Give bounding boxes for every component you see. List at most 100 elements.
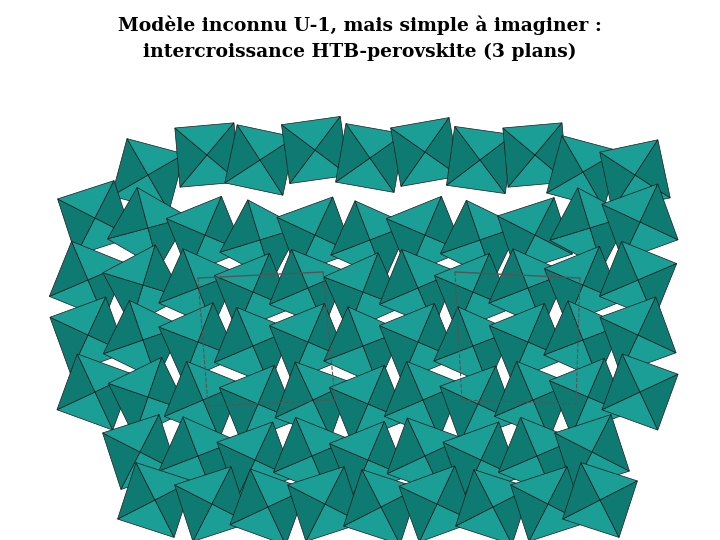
Polygon shape — [107, 228, 159, 268]
Polygon shape — [600, 140, 658, 175]
Polygon shape — [50, 318, 88, 373]
Polygon shape — [324, 277, 363, 331]
Polygon shape — [546, 172, 604, 208]
Polygon shape — [348, 292, 402, 331]
Polygon shape — [164, 400, 220, 438]
Polygon shape — [282, 117, 341, 150]
Polygon shape — [528, 303, 567, 359]
Polygon shape — [640, 184, 678, 240]
Polygon shape — [612, 175, 670, 210]
Polygon shape — [324, 346, 378, 385]
Polygon shape — [287, 485, 325, 540]
Polygon shape — [434, 253, 490, 292]
Polygon shape — [103, 245, 156, 285]
Polygon shape — [343, 507, 400, 540]
Polygon shape — [583, 151, 619, 208]
Polygon shape — [600, 481, 637, 537]
Polygon shape — [248, 200, 300, 240]
Polygon shape — [135, 397, 188, 437]
Polygon shape — [159, 456, 213, 495]
Polygon shape — [544, 340, 598, 379]
Polygon shape — [446, 160, 505, 193]
Polygon shape — [602, 204, 640, 260]
Polygon shape — [440, 386, 478, 442]
Polygon shape — [148, 217, 189, 268]
Polygon shape — [131, 285, 183, 325]
Polygon shape — [583, 325, 622, 379]
Polygon shape — [183, 249, 237, 288]
Polygon shape — [137, 187, 189, 228]
Polygon shape — [212, 467, 249, 523]
Polygon shape — [390, 118, 449, 152]
Polygon shape — [583, 246, 621, 301]
Polygon shape — [330, 201, 370, 255]
Polygon shape — [174, 467, 231, 504]
Polygon shape — [282, 125, 315, 184]
Polygon shape — [379, 249, 418, 305]
Polygon shape — [441, 200, 480, 254]
Polygon shape — [622, 222, 678, 260]
Polygon shape — [600, 152, 635, 210]
Polygon shape — [269, 303, 325, 342]
Polygon shape — [473, 253, 512, 308]
Polygon shape — [88, 264, 127, 319]
Polygon shape — [102, 415, 159, 452]
Polygon shape — [253, 253, 292, 308]
Polygon shape — [599, 241, 638, 296]
Polygon shape — [528, 273, 567, 327]
Polygon shape — [592, 415, 629, 471]
Polygon shape — [57, 354, 95, 410]
Polygon shape — [136, 463, 192, 500]
Polygon shape — [50, 241, 88, 296]
Polygon shape — [258, 366, 297, 421]
Polygon shape — [368, 421, 407, 476]
Polygon shape — [237, 125, 295, 160]
Polygon shape — [108, 383, 148, 437]
Polygon shape — [408, 235, 464, 274]
Polygon shape — [418, 272, 456, 327]
Polygon shape — [237, 292, 292, 330]
Polygon shape — [600, 318, 638, 373]
Polygon shape — [516, 361, 572, 400]
Polygon shape — [295, 362, 351, 400]
Polygon shape — [148, 357, 188, 411]
Polygon shape — [362, 470, 418, 507]
Polygon shape — [379, 288, 434, 327]
Polygon shape — [269, 249, 308, 305]
Polygon shape — [473, 331, 512, 385]
Polygon shape — [446, 126, 480, 185]
Polygon shape — [251, 469, 306, 507]
Polygon shape — [602, 392, 658, 430]
Polygon shape — [225, 160, 283, 195]
Polygon shape — [297, 235, 353, 273]
Polygon shape — [384, 361, 423, 416]
Polygon shape — [480, 134, 513, 193]
Polygon shape — [127, 139, 184, 175]
Polygon shape — [481, 422, 519, 478]
Polygon shape — [577, 188, 630, 228]
Polygon shape — [599, 280, 654, 319]
Polygon shape — [548, 467, 585, 523]
Polygon shape — [381, 488, 418, 540]
Polygon shape — [490, 326, 528, 381]
Polygon shape — [562, 463, 600, 519]
Polygon shape — [148, 154, 184, 211]
Polygon shape — [460, 404, 516, 442]
Text: Modèle inconnu U-1, mais simple à imaginer :: Modèle inconnu U-1, mais simple à imagin… — [118, 15, 602, 35]
Polygon shape — [419, 504, 475, 540]
Polygon shape — [407, 361, 462, 400]
Polygon shape — [215, 253, 269, 292]
Polygon shape — [474, 470, 531, 507]
Polygon shape — [159, 303, 213, 342]
Text: intercroissance HTB-perovskite (3 plans): intercroissance HTB-perovskite (3 plans) — [143, 43, 577, 61]
Polygon shape — [498, 216, 535, 272]
Polygon shape — [498, 198, 554, 235]
Polygon shape — [121, 452, 177, 489]
Polygon shape — [277, 217, 315, 273]
Polygon shape — [117, 500, 174, 537]
Polygon shape — [390, 128, 425, 186]
Polygon shape — [174, 485, 212, 540]
Polygon shape — [554, 433, 592, 489]
Polygon shape — [441, 240, 494, 280]
Polygon shape — [155, 481, 192, 537]
